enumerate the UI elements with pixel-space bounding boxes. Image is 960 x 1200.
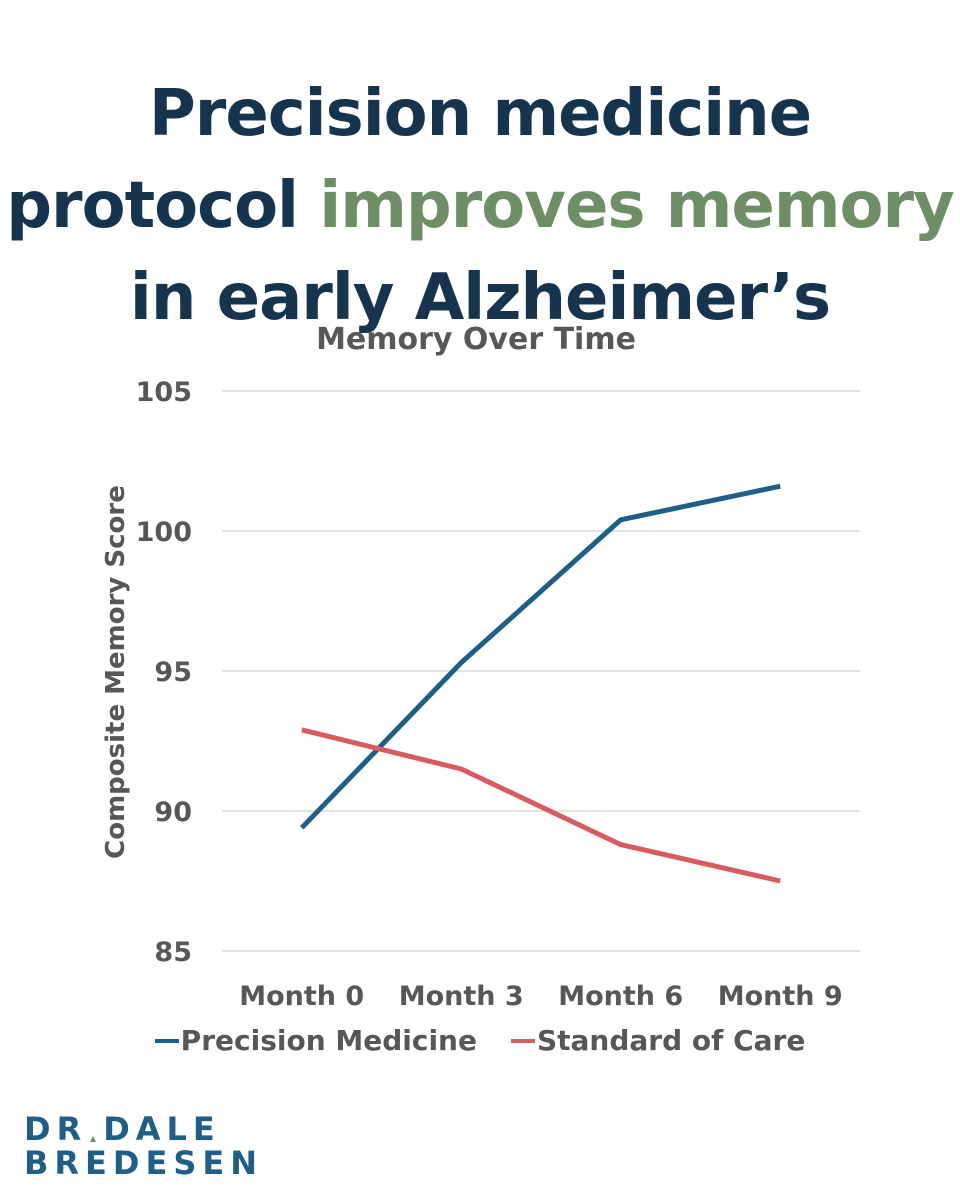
logo-text-dale: DALE [103, 1110, 221, 1148]
grid-layer [222, 390, 860, 952]
brand-logo: DR DALE BREDESEN [24, 1112, 263, 1180]
legend-item-standard-of-care: Standard of Care [510, 1024, 806, 1057]
y-tick-label-105: 105 [136, 377, 192, 408]
chart-title: Memory Over Time [316, 322, 636, 357]
series-layer [299, 483, 781, 884]
logo-text-dr: DR [24, 1110, 88, 1148]
series-line-standard-of-care [301, 727, 781, 884]
legend-label-precision-medicine: Precision Medicine [180, 1024, 477, 1057]
x-tick-label-month-9: Month 9 [718, 981, 843, 1010]
legend-swatch-standard-of-care [510, 1038, 535, 1043]
headline-line-2: protocol improves memory [0, 160, 960, 252]
x-tick-label-month-6: Month 6 [558, 981, 683, 1010]
y-tick-label-95: 95 [154, 657, 192, 688]
logo-line-1: DR DALE [24, 1112, 263, 1146]
x-tick-labels: Month 0 Month 3 Month 6 Month 9 [239, 981, 842, 1010]
y-tick-label-85: 85 [154, 937, 192, 968]
headline: Precision medicine protocol improves mem… [0, 68, 960, 344]
y-tick-label-90: 90 [154, 797, 192, 828]
headline-line-1: Precision medicine [148, 77, 812, 151]
y-tick-label-100: 100 [136, 517, 192, 548]
headline-line-3: in early Alzheimer’s [129, 261, 831, 335]
headline-line-2-start: protocol [6, 169, 320, 243]
legend: Precision Medicine Standard of Care [0, 1024, 960, 1057]
legend-label-standard-of-care: Standard of Care [536, 1024, 806, 1057]
y-axis-title: Composite Memory Score [101, 485, 131, 859]
legend-item-precision-medicine: Precision Medicine [154, 1024, 477, 1057]
headline-accent: improves memory [319, 169, 954, 243]
x-tick-label-month-0: Month 0 [239, 981, 364, 1010]
logo-line-2: BREDESEN [24, 1144, 263, 1182]
series-line-precision-medicine [299, 483, 781, 830]
y-tick-labels: 85 90 95 100 105 [136, 377, 192, 968]
leaf-dot-icon [89, 1132, 97, 1142]
legend-swatch-precision-medicine [154, 1038, 179, 1043]
x-tick-label-month-3: Month 3 [399, 981, 524, 1010]
